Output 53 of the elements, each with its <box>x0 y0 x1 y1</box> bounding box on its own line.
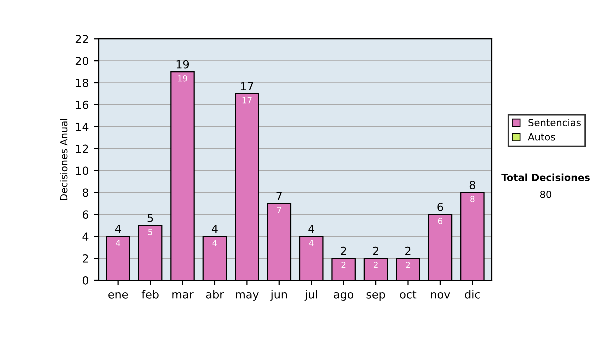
data-label: 2 <box>342 262 346 268</box>
data-label: 2 <box>374 262 378 268</box>
x-tick-label: mar <box>172 292 194 299</box>
data-label: 17 <box>242 98 252 104</box>
y-tick-label: 10 <box>76 166 89 176</box>
legend-label: Sentencias <box>528 118 581 127</box>
data-label: 8 <box>470 196 475 202</box>
annotation: 8 <box>470 181 476 190</box>
x-tick-label: dic <box>465 290 480 299</box>
annotation: 4 <box>212 225 218 234</box>
annotation: 17 <box>241 82 254 91</box>
annotation: 5 <box>148 214 154 222</box>
y-tick-label: 12 <box>76 144 88 154</box>
annotation: 2 <box>341 246 346 256</box>
data-label: 6 <box>438 218 443 224</box>
x-tick-label: oct <box>400 290 417 299</box>
annotation: 2 <box>373 246 378 256</box>
y-tick-label: 16 <box>76 100 89 110</box>
y-axis-title: Decisiones Anual <box>60 119 68 200</box>
x-tick-label: sep <box>366 292 386 301</box>
y-tick-label: 6 <box>82 210 89 220</box>
x-tick-label: ene <box>108 292 128 299</box>
y-tick-label: 18 <box>76 78 89 88</box>
data-label: 19 <box>178 75 188 82</box>
data-label: 5 <box>148 229 152 236</box>
x-tick-label: jul <box>304 290 318 301</box>
text: 80 <box>540 190 552 198</box>
annotation: 19 <box>176 60 190 69</box>
y-tick-label: 14 <box>76 123 89 132</box>
data-label: 2 <box>406 262 410 268</box>
y-tick-label: 20 <box>76 57 89 66</box>
x-tick-label: abr <box>206 290 224 299</box>
y-tick-label: 4 <box>82 232 89 241</box>
x-tick-label: ago <box>334 292 354 301</box>
x-tick-label: jun <box>270 290 288 301</box>
annotation: 4 <box>115 225 122 234</box>
data-label: 4 <box>309 240 314 246</box>
y-tick-label: 8 <box>82 188 89 198</box>
x-tick-label: may <box>236 292 259 301</box>
text: Total Decisiones <box>502 174 590 182</box>
y-tick-label: 2 <box>83 254 88 263</box>
x-tick-label: feb <box>142 290 159 299</box>
annotation: 2 <box>406 246 411 256</box>
annotation: 6 <box>438 203 444 212</box>
annotation: 4 <box>308 225 315 234</box>
legend-label: Autos <box>528 134 556 141</box>
data-label: 4 <box>116 240 121 246</box>
x-tick-label: nov <box>431 292 450 299</box>
y-tick-label: 22 <box>76 35 88 44</box>
y-tick-label: 0 <box>82 276 89 285</box>
annotation: 7 <box>276 192 282 200</box>
data-label: 4 <box>212 240 218 246</box>
data-label: 7 <box>277 207 282 214</box>
